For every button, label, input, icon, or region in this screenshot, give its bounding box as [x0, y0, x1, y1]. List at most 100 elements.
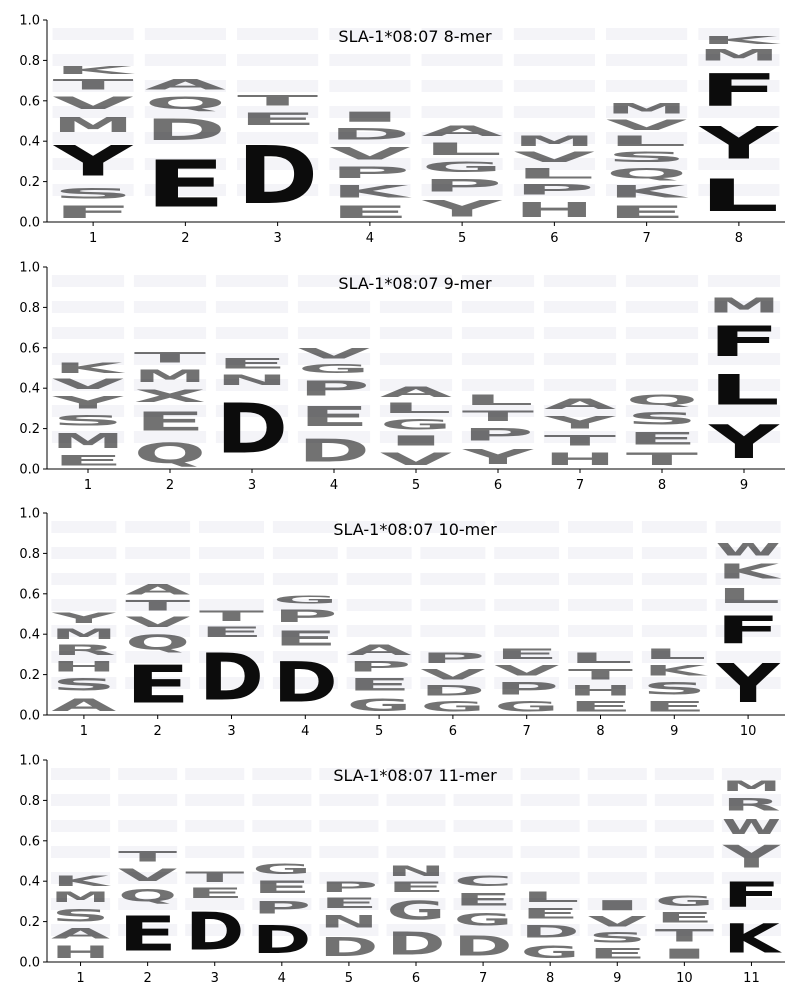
logo-letter: H — [51, 659, 116, 675]
x-tick-label: 4 — [330, 478, 338, 493]
logo-letter: I — [380, 433, 452, 449]
logo-letter: S — [626, 408, 698, 428]
background-letter-block — [272, 573, 338, 585]
y-tick-label: 0.0 — [19, 216, 40, 231]
logo-column: DNE — [216, 356, 288, 469]
background-letter-block — [698, 80, 780, 92]
background-letter-block — [133, 275, 207, 287]
background-letter-block — [698, 54, 780, 66]
background-letter-block — [185, 898, 245, 910]
background-letter-block — [133, 405, 207, 417]
logo-letter: G — [252, 861, 311, 877]
background-letter-block — [215, 353, 289, 365]
chart-title: SLA-1*08:07 9-mer — [338, 274, 492, 293]
background-letter-block — [420, 599, 486, 611]
logo-letter: P — [298, 376, 370, 400]
logo-letter: M — [722, 779, 781, 795]
background-letter-block — [319, 924, 379, 936]
background-letter-block — [199, 547, 264, 559]
logo-letter: A — [544, 396, 617, 412]
logo-letter: T — [134, 350, 207, 366]
logo-letter: M — [698, 46, 779, 64]
logo-letter: R — [722, 795, 781, 815]
background-letter-block — [51, 846, 111, 858]
logo-column: DET — [199, 608, 265, 715]
x-tick-label: 7 — [576, 478, 584, 493]
background-letter-block — [421, 28, 503, 40]
background-letters — [51, 521, 781, 689]
background-letter-block — [543, 301, 617, 313]
background-letter-block — [386, 768, 446, 780]
background-letter-block — [420, 573, 486, 585]
logo-letter: V — [329, 143, 410, 163]
logo-letter: A — [380, 384, 453, 400]
logo-letter: E — [319, 895, 378, 911]
logo-letter: Y — [716, 652, 781, 714]
y-tick-label: 0.6 — [19, 587, 40, 602]
background-letter-block — [272, 677, 338, 689]
logo-letter: P — [319, 879, 378, 895]
logo-letter: Y — [51, 610, 117, 626]
background-letters — [51, 275, 781, 443]
logo-letter: Q — [134, 437, 206, 469]
logo-letter: L — [708, 367, 780, 415]
background-letter-block — [520, 872, 580, 884]
background-letter-block — [51, 275, 125, 287]
logo-letter: L — [521, 889, 580, 905]
logo-letter: S — [53, 186, 134, 202]
logo-letter: D — [199, 641, 264, 715]
logo-letter: P — [462, 424, 534, 444]
background-letter-block — [297, 275, 371, 287]
background-letter-block — [494, 625, 560, 637]
background-letter-block — [237, 28, 319, 40]
background-letter-block — [520, 820, 580, 832]
background-letter-block — [520, 846, 580, 858]
logo-letter: F — [698, 65, 779, 117]
background-letter-block — [125, 573, 191, 585]
logo-letter: F — [716, 609, 781, 653]
background-letter-block — [319, 820, 379, 832]
background-letter-block — [215, 275, 289, 287]
logo-letter: X — [134, 386, 206, 406]
background-letter-block — [721, 846, 781, 858]
logo-letter: A — [51, 695, 116, 715]
background-letter-block — [199, 599, 264, 611]
background-letter-block — [421, 184, 503, 196]
background-letter-block — [513, 106, 595, 118]
x-tick-label: 11 — [743, 971, 760, 986]
background-letter-block — [329, 184, 411, 196]
background-letter-block — [118, 820, 178, 832]
logo-letter: L — [568, 651, 633, 667]
background-letter-block — [125, 677, 191, 689]
logo-letter: H — [51, 942, 110, 962]
background-letter-block — [125, 651, 191, 663]
background-letter-block — [625, 275, 699, 287]
background-letter-block — [133, 327, 207, 339]
background-letter-block — [625, 301, 699, 313]
logo-letter: M — [514, 133, 595, 149]
background-letter-block — [237, 158, 319, 170]
background-letter-block — [118, 872, 178, 884]
background-letter-block — [698, 158, 780, 170]
background-letter-block — [606, 54, 688, 66]
logo-letter: E — [626, 429, 698, 449]
background-letter-block — [641, 651, 707, 663]
logo-letter: N — [319, 912, 378, 932]
background-letter-block — [707, 275, 781, 287]
background-letter-block — [185, 846, 245, 858]
logo-letter: D — [237, 130, 318, 223]
background-letter-block — [543, 379, 617, 391]
y-tick-label: 0.2 — [19, 422, 40, 437]
background-letter-block — [51, 301, 125, 313]
y-tick-label: 0.6 — [19, 834, 40, 849]
background-letter-block — [51, 353, 125, 365]
background-letter-block — [272, 547, 338, 559]
